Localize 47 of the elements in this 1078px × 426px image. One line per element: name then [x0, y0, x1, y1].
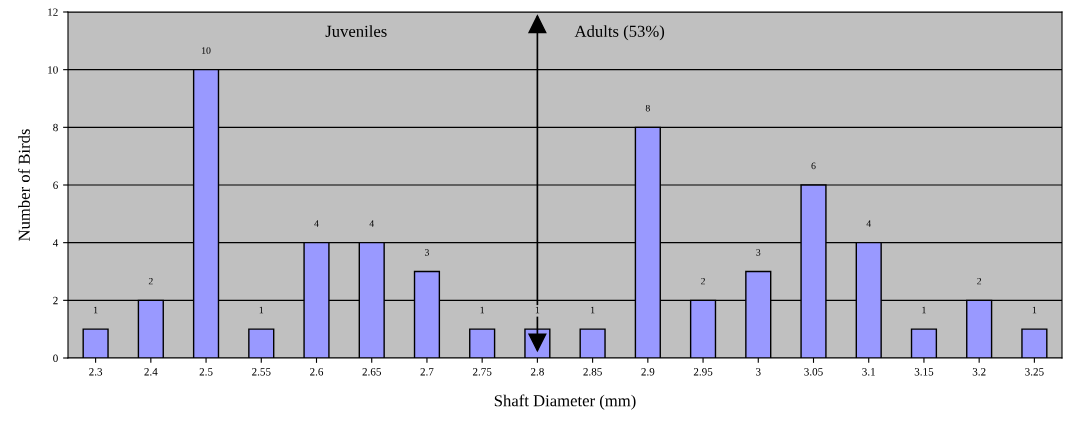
y-tick-label: 12 [48, 8, 58, 16]
data-label: 8 [645, 104, 650, 112]
x-tick-label: 2.75 [472, 368, 492, 376]
annotation: Juveniles [325, 25, 387, 37]
y-tick-label: 6 [53, 181, 58, 189]
y-tick-label: 8 [53, 123, 58, 132]
y-axis-title: Number of Birds [17, 129, 30, 241]
x-tick-label: 2.6 [310, 368, 324, 376]
data-label: 4 [369, 220, 374, 227]
x-tick-label: 2.95 [693, 368, 713, 376]
data-label: 1 [591, 306, 595, 314]
y-tick-label: 2 [53, 296, 58, 305]
x-tick-label: 3.05 [804, 368, 823, 376]
x-tick-label: 2.8 [530, 368, 544, 376]
data-label: 2 [977, 277, 982, 285]
data-label: 6 [811, 162, 816, 170]
data-label: 4 [866, 220, 871, 227]
x-tick-label: 2.85 [583, 368, 602, 376]
data-label: 1 [94, 306, 98, 314]
x-tick-label: 2.55 [252, 368, 271, 376]
x-tick-label: 3.1 [862, 368, 875, 376]
data-label: 3 [424, 249, 429, 256]
x-tick-label: 3.2 [972, 368, 986, 376]
x-tick-label: 3.15 [914, 368, 934, 376]
x-tick-label: 2.7 [420, 368, 434, 376]
data-label: 2 [701, 277, 705, 285]
x-tick-label: 3 [756, 368, 761, 376]
annotation: Adults (53%) [574, 25, 665, 41]
data-label: 1 [535, 306, 540, 314]
x-tick-label: 2.4 [144, 368, 158, 376]
data-label: 2 [148, 277, 153, 285]
data-label: 4 [314, 220, 319, 227]
y-tick-label: 10 [48, 66, 58, 74]
data-label: 3 [756, 249, 761, 256]
y-tick-label: 4 [52, 239, 59, 247]
data-label: 10 [202, 47, 211, 54]
x-tick-label: 2.65 [362, 368, 382, 376]
data-label: 1 [1032, 306, 1037, 314]
y-tick-label: 0 [53, 354, 58, 362]
x-tick-label: 2.5 [199, 368, 213, 376]
data-label: 1 [480, 306, 485, 314]
x-tick-label: 3.25 [1025, 368, 1044, 376]
x-tick-label: 2.9 [641, 368, 655, 376]
data-label: 1 [259, 306, 264, 314]
data-label: 1 [922, 306, 926, 314]
x-tick-label: 2.3 [89, 368, 103, 376]
x-axis-title: Shaft Diameter (mm) [494, 394, 636, 410]
